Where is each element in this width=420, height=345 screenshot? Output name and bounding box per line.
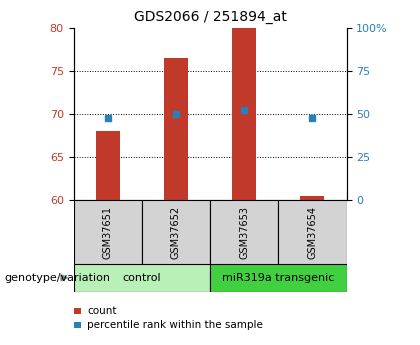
- Text: control: control: [123, 273, 161, 283]
- Bar: [210, 264, 346, 292]
- Bar: [300, 196, 324, 200]
- Bar: [74, 200, 142, 264]
- Text: GSM37653: GSM37653: [239, 206, 249, 258]
- Text: GSM37651: GSM37651: [102, 206, 113, 258]
- Text: GSM37652: GSM37652: [171, 206, 181, 258]
- Text: genotype/variation: genotype/variation: [4, 273, 110, 283]
- Bar: [74, 264, 210, 292]
- Bar: [232, 28, 256, 200]
- Text: count: count: [87, 306, 117, 316]
- Title: GDS2066 / 251894_at: GDS2066 / 251894_at: [134, 10, 286, 24]
- Text: miR319a transgenic: miR319a transgenic: [222, 273, 334, 283]
- Text: percentile rank within the sample: percentile rank within the sample: [87, 321, 263, 330]
- Bar: [278, 200, 346, 264]
- Text: GSM37654: GSM37654: [307, 206, 318, 258]
- Bar: [96, 131, 120, 200]
- Bar: [210, 200, 278, 264]
- Bar: [164, 58, 188, 200]
- Bar: [142, 200, 210, 264]
